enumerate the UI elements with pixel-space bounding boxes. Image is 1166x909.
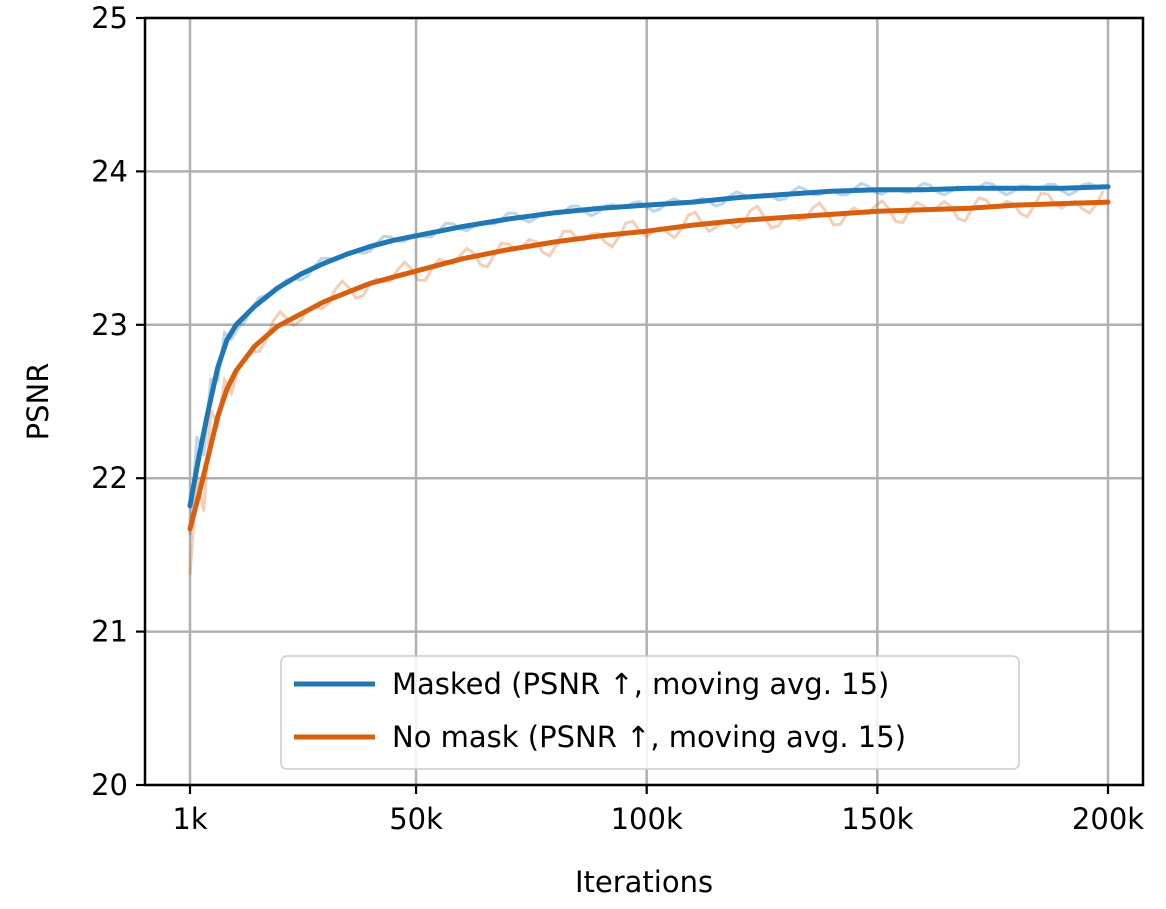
y-tick-label-2: 22 [91,461,128,495]
legend-label-masked: Masked (PSNR ↑, moving avg. 15) [392,667,889,701]
x-axis-label: Iterations [575,865,713,899]
series-line-0 [187,184,1111,509]
legend-label-no-mask: No mask (PSNR ↑, moving avg. 15) [392,720,906,754]
legend-box [280,655,1020,770]
series-lines [187,184,1111,532]
x-tick-label-2: 100k [611,802,683,836]
legend: Masked (PSNR ↑, moving avg. 15) No mask … [280,655,1020,770]
y-tick-label-5: 25 [91,1,128,35]
y-tick-label-4: 24 [91,154,128,188]
x-tick-label-4: 200k [1072,802,1144,836]
y-tick-label-0: 20 [91,768,128,802]
x-axis: 1k 50k 100k 150k 200k [172,785,1144,836]
series-line-1 [187,199,1111,532]
y-axis: 20 21 22 23 24 25 [91,1,145,802]
x-tick-label-0: 1k [172,802,207,836]
y-axis-label: PSNR [21,363,55,441]
plot-frame [143,16,1145,787]
y-tick-label-1: 21 [91,615,128,649]
y-tick-label-3: 23 [91,308,128,342]
x-tick-label-1: 50k [389,802,443,836]
x-tick-label-3: 150k [841,802,913,836]
